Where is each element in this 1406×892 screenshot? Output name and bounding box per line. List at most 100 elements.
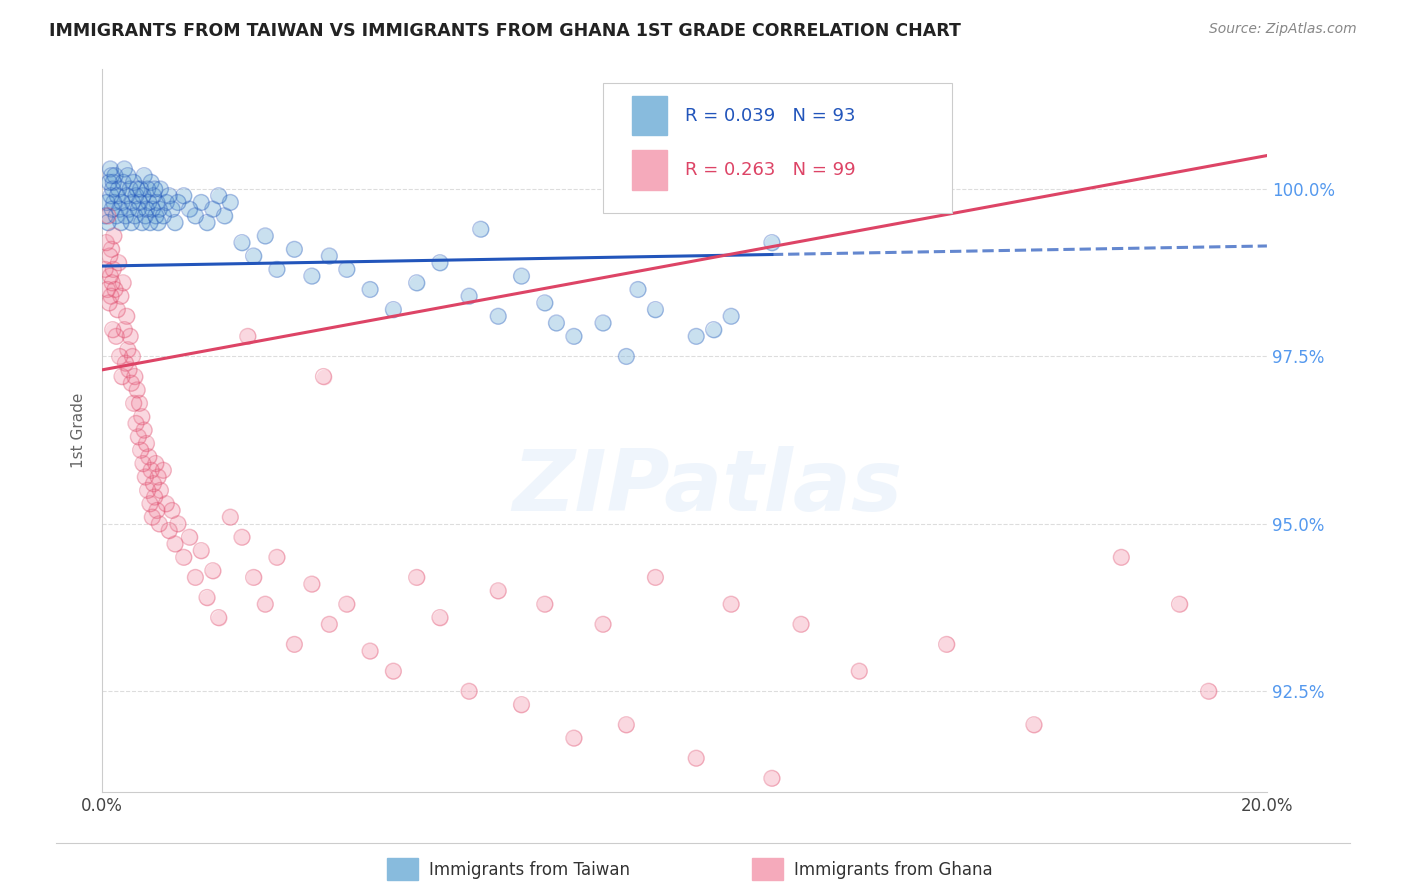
- Point: [134, 209, 156, 223]
- Point: [184, 209, 207, 223]
- Point: [143, 490, 166, 504]
- Point: [124, 369, 146, 384]
- Point: [118, 363, 141, 377]
- Point: [98, 161, 121, 176]
- Point: [761, 772, 783, 786]
- Point: [486, 583, 509, 598]
- Point: [105, 329, 128, 343]
- Point: [110, 215, 132, 229]
- Point: [98, 161, 121, 176]
- Point: [120, 182, 142, 196]
- Point: [336, 597, 359, 611]
- Point: [1198, 684, 1220, 698]
- Point: [685, 329, 707, 343]
- Point: [254, 228, 277, 243]
- Point: [111, 369, 134, 384]
- Point: [129, 443, 152, 458]
- Point: [145, 209, 167, 223]
- Point: [157, 524, 180, 538]
- Point: [120, 376, 142, 391]
- Point: [359, 644, 381, 658]
- Point: [685, 751, 707, 765]
- Point: [139, 463, 162, 477]
- Point: [173, 188, 195, 202]
- Point: [127, 383, 149, 397]
- Text: R = 0.263   N = 99: R = 0.263 N = 99: [685, 161, 855, 178]
- Point: [97, 215, 120, 229]
- Point: [112, 175, 135, 189]
- Point: [152, 463, 174, 477]
- Point: [101, 202, 124, 216]
- Point: [131, 215, 153, 229]
- Point: [101, 323, 124, 337]
- Point: [458, 684, 481, 698]
- Point: [105, 209, 128, 223]
- Point: [142, 188, 165, 202]
- Point: [179, 202, 201, 216]
- Point: [510, 269, 533, 284]
- Point: [114, 356, 136, 370]
- Point: [405, 276, 427, 290]
- Point: [127, 182, 149, 196]
- Point: [128, 195, 150, 210]
- Point: [131, 409, 153, 424]
- Point: [231, 530, 253, 544]
- Point: [134, 470, 156, 484]
- Point: [100, 169, 122, 183]
- Point: [155, 497, 177, 511]
- Point: [98, 249, 121, 263]
- Point: [129, 182, 152, 196]
- Point: [134, 470, 156, 484]
- Point: [112, 276, 135, 290]
- Point: [312, 369, 335, 384]
- Point: [405, 276, 427, 290]
- Point: [114, 209, 136, 223]
- Point: [190, 195, 212, 210]
- Point: [139, 497, 162, 511]
- Point: [720, 310, 742, 324]
- Point: [592, 316, 614, 330]
- Point: [117, 169, 139, 183]
- Point: [318, 249, 340, 263]
- Point: [219, 195, 242, 210]
- Point: [644, 302, 666, 317]
- Point: [115, 188, 138, 202]
- Point: [1168, 597, 1191, 611]
- Point: [131, 409, 153, 424]
- Point: [124, 369, 146, 384]
- Point: [105, 209, 128, 223]
- Point: [148, 202, 170, 216]
- Point: [167, 195, 190, 210]
- Point: [510, 698, 533, 712]
- Point: [720, 310, 742, 324]
- Point: [190, 195, 212, 210]
- Point: [614, 350, 637, 364]
- Point: [242, 249, 264, 263]
- Point: [115, 310, 138, 324]
- Point: [359, 283, 381, 297]
- Point: [458, 684, 481, 698]
- Point: [98, 269, 121, 284]
- Point: [470, 222, 492, 236]
- Point: [254, 597, 277, 611]
- Point: [134, 169, 156, 183]
- Point: [359, 644, 381, 658]
- Point: [131, 215, 153, 229]
- Point: [761, 235, 783, 250]
- Point: [100, 289, 122, 303]
- Point: [179, 530, 201, 544]
- Point: [145, 457, 167, 471]
- Point: [138, 195, 160, 210]
- Point: [318, 617, 340, 632]
- Point: [98, 249, 121, 263]
- Point: [685, 751, 707, 765]
- Point: [132, 457, 155, 471]
- Point: [627, 283, 650, 297]
- Point: [127, 202, 149, 216]
- Point: [152, 209, 174, 223]
- Point: [101, 182, 124, 196]
- Point: [136, 182, 159, 196]
- Point: [142, 188, 165, 202]
- Point: [139, 215, 162, 229]
- Point: [103, 228, 125, 243]
